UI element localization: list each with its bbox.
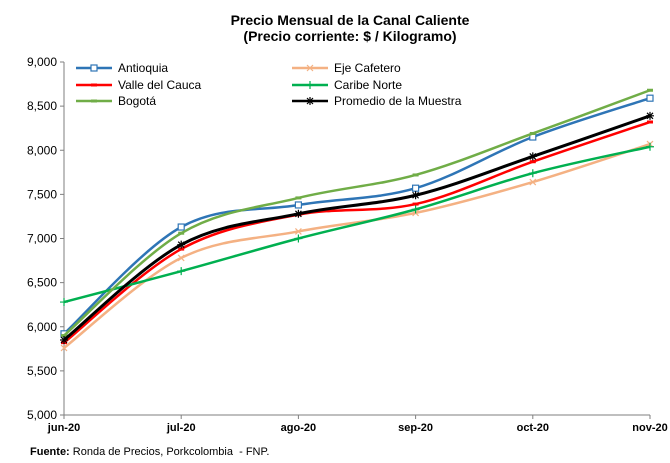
data-point (177, 223, 185, 231)
data-point (60, 344, 68, 352)
legend-marker (91, 83, 97, 87)
series-line (63, 145, 651, 304)
x-tick-label: nov-20 (632, 422, 667, 434)
y-tick-label: 9,000 (27, 55, 57, 69)
y-tick-label: 8,500 (27, 99, 57, 113)
x-tick-label: jul-20 (166, 422, 196, 434)
legend-marker (306, 64, 314, 72)
y-tick-label: 5,000 (27, 408, 57, 422)
x-tick-label: ago-20 (281, 422, 316, 434)
legend-label: Valle del Cauca (118, 78, 201, 92)
data-point (294, 201, 302, 209)
series-3 (60, 142, 654, 307)
series-5 (60, 111, 654, 344)
series-line (63, 114, 651, 342)
y-tick-label: 8,000 (27, 143, 57, 157)
data-point (412, 173, 419, 177)
series-0 (60, 94, 654, 338)
legend-label: Eje Cafetero (334, 61, 401, 75)
legend-label: Promedio de la Muestra (334, 94, 462, 108)
data-point (647, 88, 653, 92)
data-point (646, 111, 654, 120)
data-point (60, 335, 68, 344)
data-point (295, 196, 302, 200)
data-point (646, 94, 654, 102)
series-1 (60, 140, 654, 352)
series-line (63, 142, 651, 349)
data-point (294, 228, 302, 235)
data-point (177, 240, 186, 249)
y-tick-label: 5,500 (27, 364, 57, 378)
legend-marker (91, 99, 97, 103)
series-line (63, 120, 651, 344)
source-note: Fuente: Ronda de Precios, Porkcolombia -… (30, 446, 269, 458)
legend-marker (306, 97, 314, 105)
data-point (177, 254, 185, 262)
chart-title: Precio Mensual de la Canal Caliente (230, 12, 470, 28)
data-point (529, 160, 536, 164)
chart-subtitle: (Precio corriente: $ / Kilogramo) (243, 28, 457, 44)
legend-marker (90, 64, 98, 72)
legend: Antioquia Valle del Cauca Bogotá Eje Cafete… (76, 61, 462, 108)
data-point (529, 178, 537, 186)
data-point (646, 142, 654, 151)
data-point (294, 209, 303, 218)
data-point (528, 169, 537, 178)
legend-label: Caribe Norte (334, 78, 402, 92)
legend-label: Bogotá (118, 94, 156, 108)
data-point (411, 191, 420, 200)
data-point (528, 152, 537, 161)
data-point (412, 184, 420, 192)
data-point (178, 247, 185, 251)
data-point (412, 202, 419, 206)
y-tick-label: 6,000 (27, 320, 57, 334)
source-text: Ronda de Precios, Porkcolombia - FNP. (69, 446, 270, 458)
legend-marker (306, 81, 314, 89)
y-tick-label: 7,500 (27, 187, 57, 201)
data-point (178, 231, 185, 235)
series-line (63, 89, 651, 337)
y-tick-label: 6,500 (27, 276, 57, 290)
data-point (61, 334, 67, 338)
data-point (529, 131, 536, 135)
data-point (647, 120, 653, 124)
data-point (411, 205, 420, 214)
x-tick-label: jun-20 (47, 422, 80, 434)
x-tick-label: sep-20 (398, 422, 433, 434)
series-4 (61, 88, 653, 338)
series-2 (61, 120, 653, 345)
data-point (177, 267, 186, 276)
series-line (63, 96, 651, 335)
y-tick-label: 7,000 (27, 232, 57, 246)
data-point (294, 234, 303, 243)
x-tick-label: oct-20 (517, 422, 549, 434)
source-label: Fuente: (30, 446, 70, 458)
legend-label: Antioquia (118, 61, 168, 75)
data-point (60, 298, 68, 307)
